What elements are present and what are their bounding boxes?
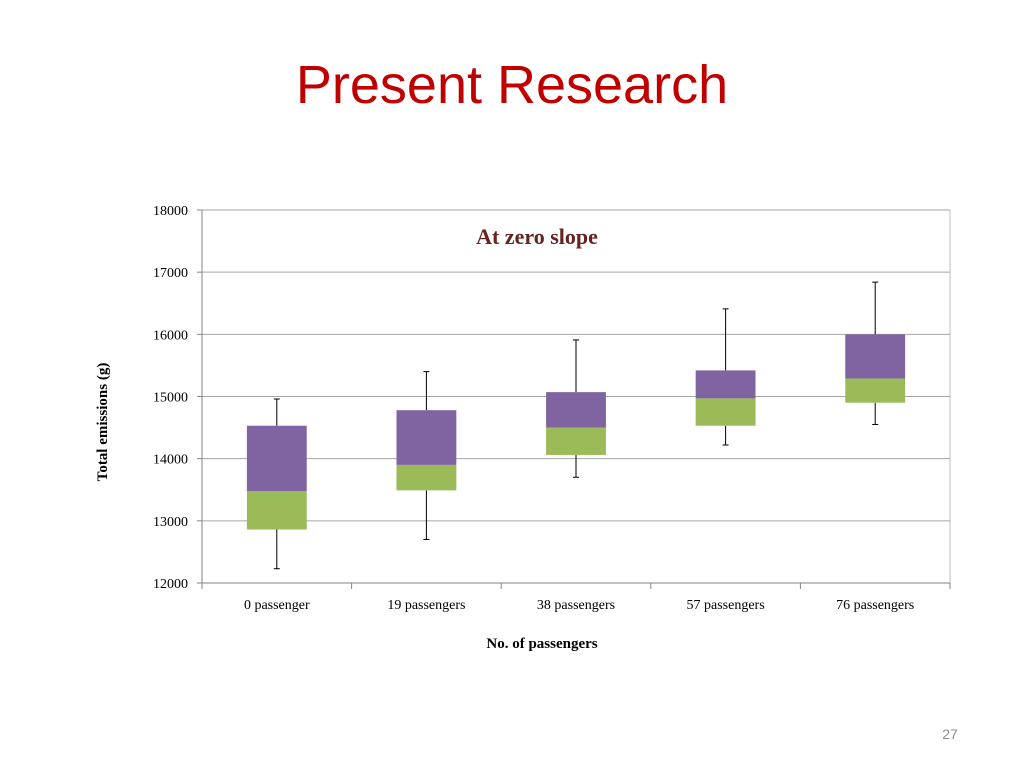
boxes (246, 281, 906, 570)
y-tick-label: 14000 (153, 453, 188, 468)
lower-box (695, 398, 756, 426)
lower-box (246, 490, 307, 530)
y-axis-title: Total emissions (g) (95, 363, 111, 482)
x-tick-label: 0 passenger (244, 598, 310, 613)
axes: 12000 13000 14000 15000 16000 17000 18000 0 pas… (153, 204, 951, 613)
lower-box (845, 378, 906, 403)
x-tick-label: 38 passengers (537, 598, 615, 613)
upper-box (246, 425, 307, 491)
x-axis-title: No. of passengers (486, 636, 597, 652)
x-tick-label: 76 passengers (836, 598, 914, 613)
upper-box (845, 334, 906, 379)
y-tick-label: 12000 (153, 577, 188, 592)
slide-title: Present Research (295, 55, 729, 115)
x-tick-label: 57 passengers (687, 598, 765, 613)
y-tick-label: 15000 (153, 391, 188, 406)
box-group (396, 371, 457, 540)
y-tick-label: 16000 (153, 328, 188, 343)
lower-box (396, 464, 457, 491)
box-group (695, 308, 756, 446)
y-tick-label: 13000 (153, 515, 188, 530)
y-tick-label: 17000 (153, 266, 188, 281)
box-group (845, 281, 906, 425)
box-group (246, 398, 307, 570)
upper-box (695, 370, 756, 399)
y-tick-label: 18000 (153, 204, 188, 219)
x-tick-label: 19 passengers (387, 598, 465, 613)
upper-box (546, 392, 606, 428)
chart-title: At zero slope (476, 224, 598, 249)
upper-box (396, 410, 457, 465)
page-number: 27 (942, 726, 958, 742)
box-group (546, 339, 606, 478)
lower-box (546, 427, 606, 455)
